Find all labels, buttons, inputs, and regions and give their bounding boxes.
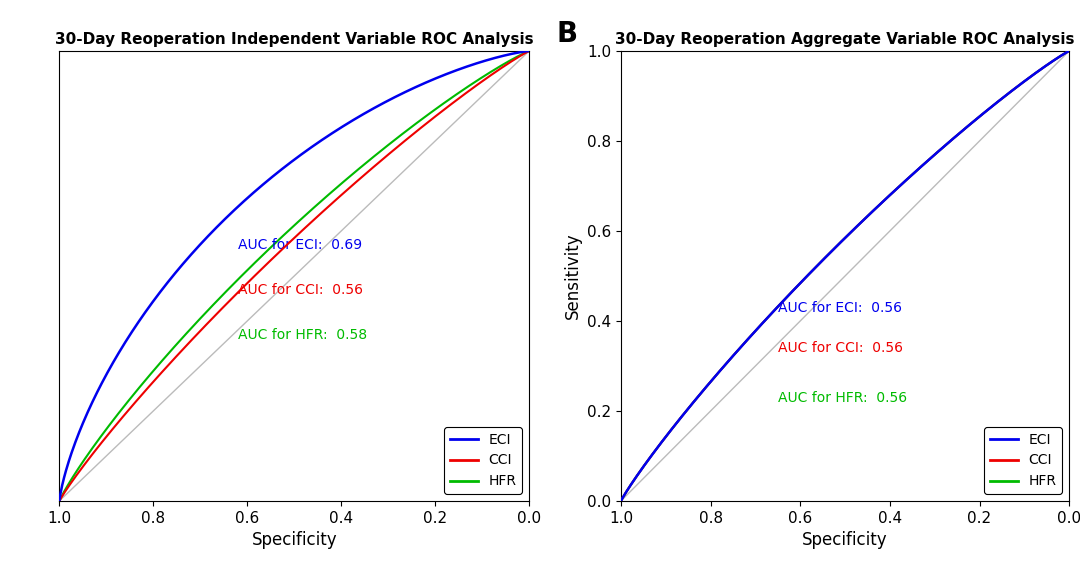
Legend: ECI, CCI, HFR: ECI, CCI, HFR — [444, 427, 523, 494]
Text: AUC for HFR:  0.56: AUC for HFR: 0.56 — [778, 391, 907, 405]
Text: AUC for HFR:  0.58: AUC for HFR: 0.58 — [238, 328, 367, 342]
Title: 30-Day Reoperation Independent Variable ROC Analysis: 30-Day Reoperation Independent Variable … — [55, 32, 534, 47]
Text: AUC for CCI:  0.56: AUC for CCI: 0.56 — [778, 341, 903, 355]
Text: B: B — [556, 20, 578, 48]
Text: AUC for ECI:  0.69: AUC for ECI: 0.69 — [238, 238, 362, 252]
Legend: ECI, CCI, HFR: ECI, CCI, HFR — [984, 427, 1063, 494]
Text: AUC for ECI:  0.56: AUC for ECI: 0.56 — [778, 301, 902, 315]
X-axis label: Specificity: Specificity — [802, 531, 888, 549]
Text: AUC for CCI:  0.56: AUC for CCI: 0.56 — [238, 283, 363, 297]
Y-axis label: Sensitivity: Sensitivity — [564, 233, 581, 319]
X-axis label: Specificity: Specificity — [252, 531, 337, 549]
Title: 30-Day Reoperation Aggregate Variable ROC Analysis: 30-Day Reoperation Aggregate Variable RO… — [616, 32, 1075, 47]
